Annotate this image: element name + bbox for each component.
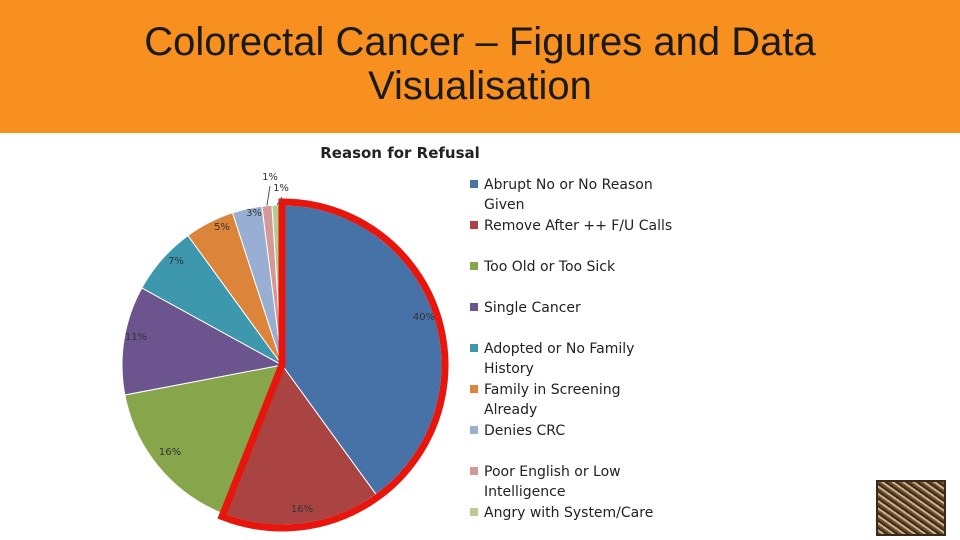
legend-label: Too Old or Too Sick: [484, 259, 616, 275]
data-label: 1%: [262, 172, 278, 183]
data-label: 1%: [273, 183, 289, 194]
data-label: 11%: [125, 332, 147, 343]
data-label: 16%: [159, 447, 181, 458]
legend-label: Remove After ++ F/U Calls: [484, 218, 673, 234]
legend-swatch: [470, 303, 478, 311]
legend-label: Angry with System/Care: [484, 505, 654, 521]
data-label: 3%: [246, 208, 262, 219]
legend-swatch: [470, 262, 478, 270]
data-label: 16%: [291, 504, 313, 515]
data-label: 7%: [168, 256, 184, 267]
chart-legend: Abrupt No or No Reason Given Remove Afte…: [470, 0, 770, 540]
legend-swatch: [470, 180, 478, 188]
slide-title: Colorectal Cancer – Figures and Data Vis…: [144, 20, 816, 108]
legend-swatch: [470, 508, 478, 516]
legend-label: Abrupt No or No Reason Given: [484, 177, 653, 213]
legend-swatch: [470, 344, 478, 352]
legend-label: Family in Screening Already: [484, 382, 621, 418]
legend-swatch: [470, 426, 478, 434]
legend-label: Denies CRC: [484, 423, 566, 439]
legend-swatch: [470, 385, 478, 393]
pie-slice-single-cancer: [121, 287, 284, 396]
leader-line: [276, 196, 283, 206]
pie-slice-too-old-or-too-sick: [124, 364, 283, 515]
legend-swatch: [470, 221, 478, 229]
data-label: 40%: [413, 312, 435, 323]
legend-label: Single Cancer: [484, 300, 581, 316]
leader-line: [266, 185, 271, 206]
slide-header: Colorectal Cancer – Figures and Data Vis…: [0, 0, 960, 133]
legend-swatch: [470, 467, 478, 475]
legend-label: Adopted or No Family History: [484, 341, 635, 377]
data-label: 5%: [214, 222, 230, 233]
highlight-outline: [217, 198, 449, 532]
decorative-thumbnail-image: [876, 480, 946, 536]
legend-label: Poor English or Low Intelligence: [484, 464, 621, 500]
chart-title: Reason for Refusal: [320, 144, 480, 162]
